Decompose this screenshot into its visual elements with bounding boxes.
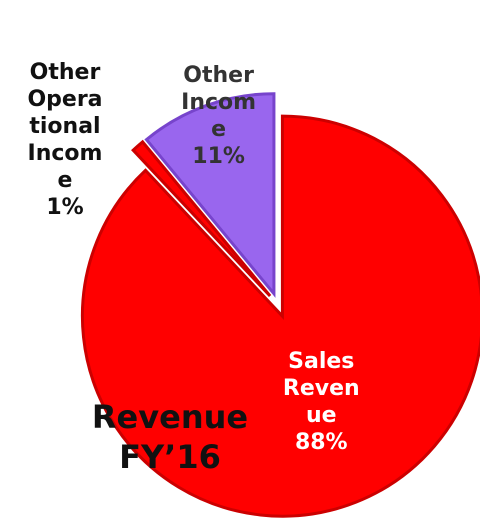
category-label: Sales Revenue [282,348,360,428]
label: Other Income 11% [180,56,258,176]
pie-slice [80,114,480,518]
chart-title: Revenue FY’16 [91,398,249,476]
label: Revenue FY’16 [65,392,275,482]
label-box: Revenue FY’16 [65,392,275,482]
category-label: Other Income [181,63,257,143]
pie-slice [144,92,276,298]
value-label: 88% [294,429,348,455]
label: Other Operational Income 1% [26,5,104,275]
category-label: Other Operational Income [27,60,103,193]
label: Sales Revenue 88% [282,342,360,462]
value-label: 11% [192,144,245,170]
pie-slice [131,139,272,298]
value-label: 1% [46,195,84,220]
